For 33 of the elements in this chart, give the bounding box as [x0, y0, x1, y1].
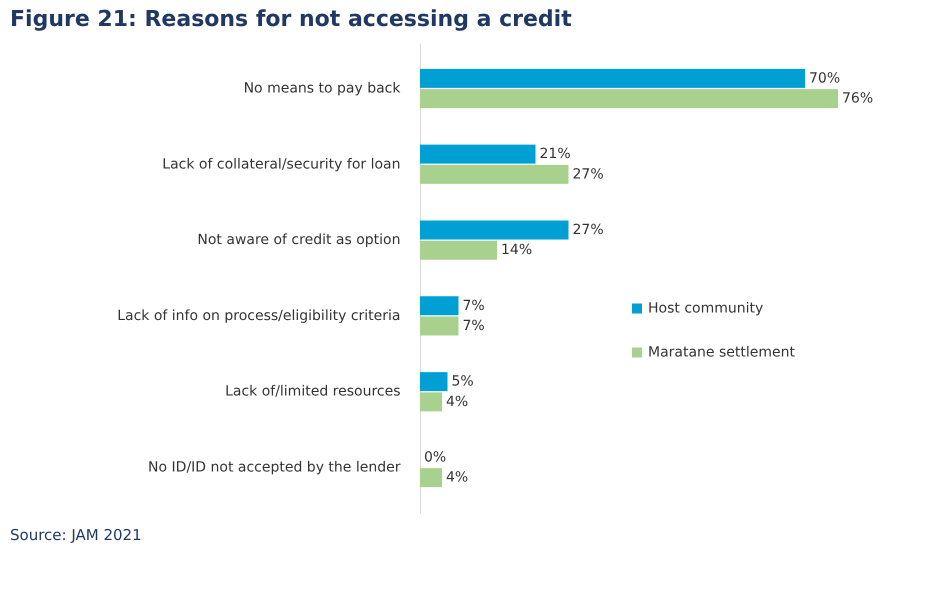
chart-title: Figure 21: Reasons for not accessing a credit [10, 7, 572, 32]
y-tick-label: No ID/ID not accepted by the lender [148, 460, 401, 476]
data-label: 7% [462, 318, 485, 334]
bar [420, 220, 568, 240]
data-label: 27% [572, 222, 604, 238]
data-label: 70% [809, 70, 840, 86]
bar [420, 240, 497, 260]
data-label: 14% [501, 242, 532, 258]
bar [420, 89, 838, 108]
data-label: 0% [424, 449, 446, 466]
bar [420, 468, 442, 488]
bar [420, 392, 442, 412]
bar [420, 68, 805, 88]
bar [420, 316, 458, 336]
y-tick-label: Lack of info on process/eligibility criteria [117, 308, 400, 324]
data-label: 4% [446, 470, 468, 486]
y-tick-label: Not aware of credit as option [197, 232, 400, 248]
data-label: 4% [446, 394, 468, 410]
data-label: 27% [572, 166, 604, 182]
legend-label: Host community [648, 300, 764, 316]
y-tick-label: Lack of/limited resources [225, 384, 400, 400]
data-label: 21% [540, 146, 571, 162]
bar [420, 372, 448, 392]
data-label: 5% [452, 374, 474, 390]
data-label: 7% [462, 298, 485, 314]
y-tick-label: Lack of collateral/security for loan [162, 156, 400, 172]
source-note: Source: JAM 2021 [10, 526, 142, 544]
legend-label: Maratane settlement [648, 344, 796, 360]
bar [420, 144, 536, 164]
data-label: 76% [842, 90, 874, 107]
bar [420, 296, 458, 316]
y-tick-label: No means to pay back [244, 80, 402, 96]
bar [420, 164, 568, 184]
